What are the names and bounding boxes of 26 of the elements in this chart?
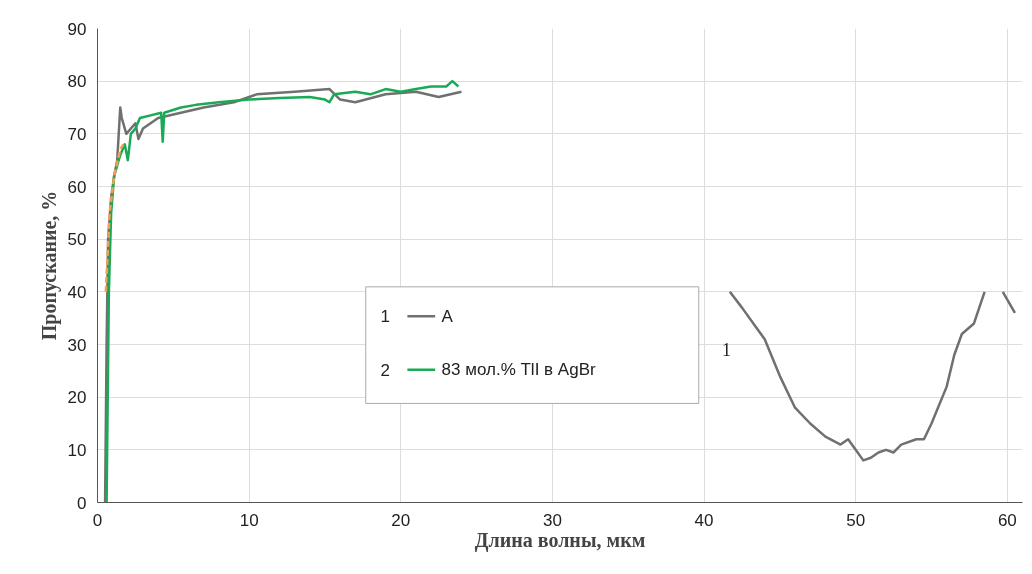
y-tick-label: 30 <box>67 335 87 355</box>
x-axis-title: Длина волны, мкм <box>474 528 646 552</box>
y-tick-label: 70 <box>67 124 87 144</box>
line-series <box>104 143 125 294</box>
annotation: 2 <box>380 360 391 380</box>
x-tick-label: 0 <box>92 510 103 530</box>
y-tick-label: 80 <box>67 72 87 92</box>
legend-label: 83 мол.% TlI в AgBr <box>441 360 596 380</box>
x-tick-label: 20 <box>391 510 411 530</box>
y-tick-label: 60 <box>67 177 87 197</box>
x-tick-label: 10 <box>239 510 259 530</box>
legend-label: A <box>441 306 454 326</box>
y-tick-label: 90 <box>67 19 87 39</box>
annotation: 1 <box>722 340 731 361</box>
y-tick-label: 0 <box>77 493 87 513</box>
line-series <box>105 79 460 503</box>
y-tick-label: 20 <box>67 388 87 408</box>
x-tick-label: 30 <box>542 510 562 530</box>
y-tick-label: 10 <box>67 440 87 460</box>
x-tick-label: 40 <box>694 510 714 530</box>
y-tick-label: 40 <box>67 282 87 302</box>
x-tick-label: 60 <box>997 510 1017 530</box>
annotation: 1 <box>380 307 391 327</box>
x-tick-label: 50 <box>846 510 866 530</box>
y-axis-title: Пропускание, % <box>37 190 61 341</box>
y-tick-label: 50 <box>67 230 87 250</box>
